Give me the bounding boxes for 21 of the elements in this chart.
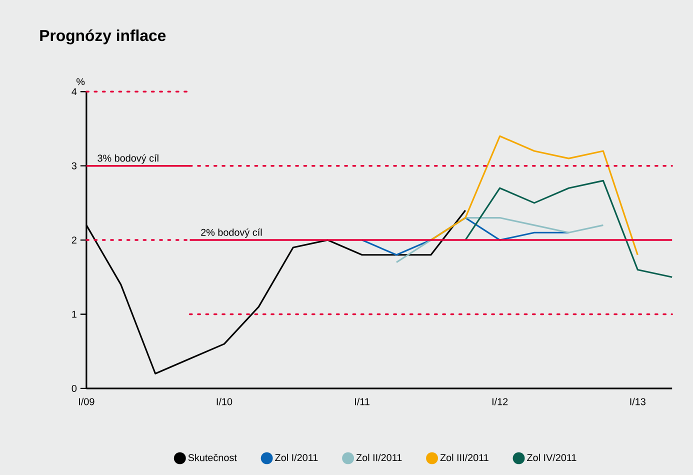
y-axis-title: % [76, 78, 85, 86]
annotation: 3% bodový cíl [98, 154, 158, 164]
x-tick-label: I/13 [630, 398, 646, 406]
y-tick-label: 4 [72, 88, 77, 96]
legend-label: Zol III/2011 [440, 454, 488, 462]
legend-label: Skutečnost [188, 454, 237, 462]
legend-label: Zol I/2011 [275, 454, 318, 462]
x-tick-label: I/12 [492, 398, 508, 406]
x-tick-label: I/10 [216, 398, 232, 406]
y-tick-label: 1 [72, 310, 76, 318]
y-tick-label: 3 [72, 162, 77, 170]
x-tick-label: I/09 [79, 398, 94, 406]
annotation: 2% bodový cíl [201, 228, 262, 238]
y-tick-label: 0 [72, 384, 77, 392]
x-tick-label: I/11 [355, 398, 370, 406]
legend-label: Zol II/2011 [356, 454, 402, 462]
legend-label: Zol IV/2011 [527, 454, 576, 462]
chart-title: Prognózy inflace [40, 29, 166, 44]
line-series [464, 180, 673, 278]
y-tick-label: 2 [72, 236, 76, 244]
line-series [430, 135, 638, 256]
